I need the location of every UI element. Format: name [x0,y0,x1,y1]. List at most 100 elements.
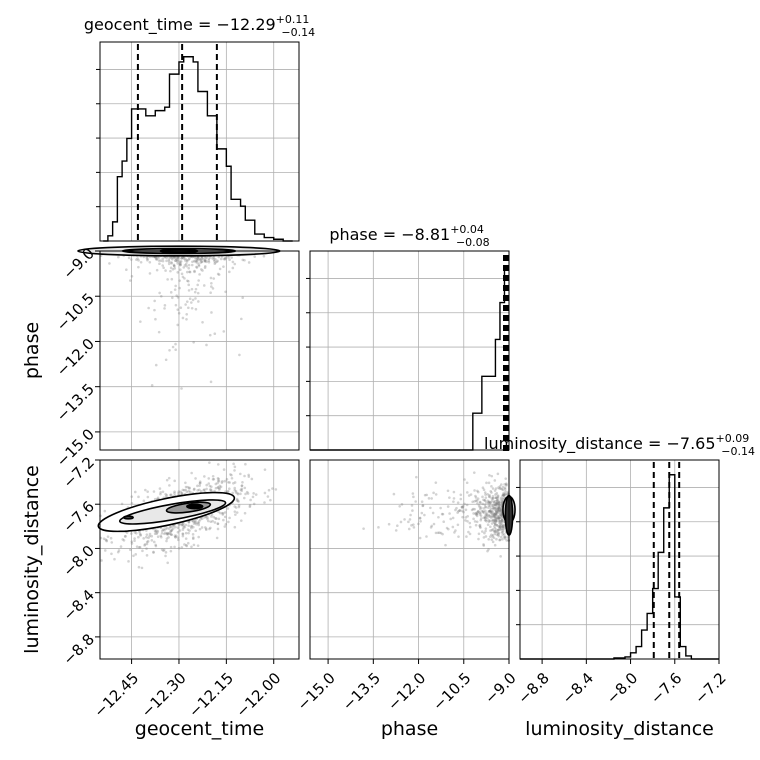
sample-point [243,474,246,478]
sample-point [491,487,495,490]
sample-point [497,515,501,518]
sample-point [180,546,184,549]
sample-point [102,537,106,540]
sample-point [502,494,505,497]
sample-point [216,481,219,485]
sample-point [489,511,493,514]
sample-point [216,527,220,531]
sample-point [116,550,120,554]
sample-point [485,511,488,515]
sample-point [181,532,185,535]
sample-point [497,502,501,506]
sample-point [164,554,167,558]
sample-point [267,488,271,492]
sample-point [133,537,136,540]
sample-point [136,257,139,260]
sample-point [210,285,213,288]
sample-point [139,260,143,264]
sample-point [392,492,396,496]
sample-point [169,269,172,273]
sample-point [498,509,501,513]
sample-point [499,528,502,532]
x-tick-label: −12.30 [138,669,190,721]
sample-point [137,546,141,549]
title-lower: −0.08 [456,236,490,249]
sample-point [172,264,176,268]
sample-point [216,479,220,483]
sample-point [174,303,178,307]
x-tick-label: −15.0 [294,669,339,714]
sample-point [182,266,186,269]
sample-point [493,503,497,507]
sample-point [193,487,196,491]
sample-point [489,529,492,532]
sample-point [498,538,502,542]
sample-point [198,480,202,484]
sample-point [145,547,148,550]
sample-point [496,528,500,532]
sample-point [221,513,225,516]
sample-point [474,499,478,503]
sample-point [219,485,223,489]
sample-point [483,503,487,506]
sample-point [219,257,223,261]
sample-point [205,343,208,347]
sample-point [484,518,488,522]
sample-point [412,523,415,526]
sample-point [448,496,451,499]
sample-point [476,501,479,505]
sample-point [117,549,121,552]
panel-title-geocent_time: geocent_time = −12.29+0.11 −0.14 [84,13,315,39]
sample-point [486,492,489,496]
x-tick-label: −8.0 [603,669,641,707]
sample-point [446,489,450,493]
sample-point [500,513,504,517]
sample-point [181,532,185,536]
sample-point [420,500,424,504]
sample-point [501,525,504,529]
sample-point [398,504,401,508]
sample-point [175,260,179,263]
sample-point [148,534,151,538]
sample-point [492,519,496,522]
sample-point [444,543,447,547]
sample-point [212,258,216,261]
sample-point [178,279,181,282]
sample-point [501,533,505,536]
sample-point [218,511,222,515]
frame-layer [95,41,720,664]
sample-point [179,262,182,266]
sample-point [500,513,503,517]
sample-point [486,514,489,517]
sample-point [161,528,165,531]
sample-point [160,548,164,551]
sample-point [164,531,167,535]
sample-point [184,537,188,540]
sample-point [496,472,500,476]
sample-point [228,481,231,484]
sample-point [211,478,215,481]
sample-point [488,509,492,513]
sample-point [499,501,503,505]
sample-point [190,471,193,475]
sample-point [166,532,169,535]
sample-point [222,518,225,522]
sample-point [184,488,187,492]
sample-point [184,543,188,547]
sample-point [477,532,481,536]
sample-point [204,515,208,519]
sample-point [186,541,190,545]
sample-point [178,260,182,264]
sample-point [206,517,209,521]
sample-point [483,499,487,502]
sample-point [185,317,188,321]
sample-point [495,519,499,523]
sample-point [176,323,180,327]
sample-point [449,517,453,521]
sample-point [209,380,213,384]
sample-point [474,512,477,515]
sample-point [176,308,180,311]
sample-point [494,501,498,505]
sample-point [190,545,193,549]
sample-point [250,477,254,481]
